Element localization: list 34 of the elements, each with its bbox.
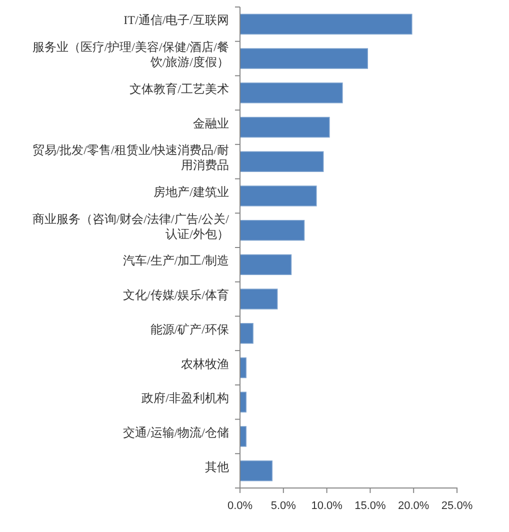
y-tick-label: 贸易/批发/零售/租赁业/快速消费品/耐用消费品 xyxy=(32,143,229,172)
bar xyxy=(240,426,246,447)
y-tick-label: 房地产/建筑业 xyxy=(154,184,229,199)
bar xyxy=(240,220,305,241)
bar xyxy=(240,48,368,69)
y-tick-label: 文化/传媒/娱乐/体育 xyxy=(122,288,229,302)
y-tick-label: 交通/运输/物流/仓储 xyxy=(122,425,229,440)
bar xyxy=(240,254,292,276)
y-tick-label: 汽车/生产/加工/制造 xyxy=(122,254,229,268)
bar xyxy=(240,186,317,206)
y-tick-label: 服务业（医疗/护理/美容/保健/酒店/餐饮/旅游/度假） xyxy=(32,40,229,70)
bar xyxy=(240,151,324,172)
x-tick-label: 25.0% xyxy=(441,500,473,512)
bar xyxy=(240,82,343,104)
bar xyxy=(240,357,246,378)
x-tick-label: 10.0% xyxy=(311,500,343,512)
bar xyxy=(240,14,412,35)
bar xyxy=(240,116,330,138)
y-tick-label: 能源/矿产/环保 xyxy=(150,322,229,336)
y-tick-label: 文体教育/工艺美术 xyxy=(130,82,229,96)
x-tick-label: 0.0% xyxy=(227,500,253,512)
y-tick-label: 其他 xyxy=(205,460,229,474)
x-tick-label: 5.0% xyxy=(270,500,296,512)
y-tick-label: 农林牧渔 xyxy=(181,356,229,371)
bar xyxy=(240,288,278,310)
bar xyxy=(240,460,273,482)
y-tick-label: 商业服务（咨询/财会/法律/广告/公关/认证/外包） xyxy=(32,212,230,241)
bar xyxy=(240,392,246,412)
x-tick-label: 20.0% xyxy=(398,500,430,512)
x-tick-label: 15.0% xyxy=(354,500,386,512)
y-tick-label: 金融业 xyxy=(193,116,229,130)
bar xyxy=(240,323,254,344)
y-tick-label: IT/通信/电子/互联网 xyxy=(124,13,229,28)
y-tick-label: 政府/非盈利机构 xyxy=(142,391,229,406)
